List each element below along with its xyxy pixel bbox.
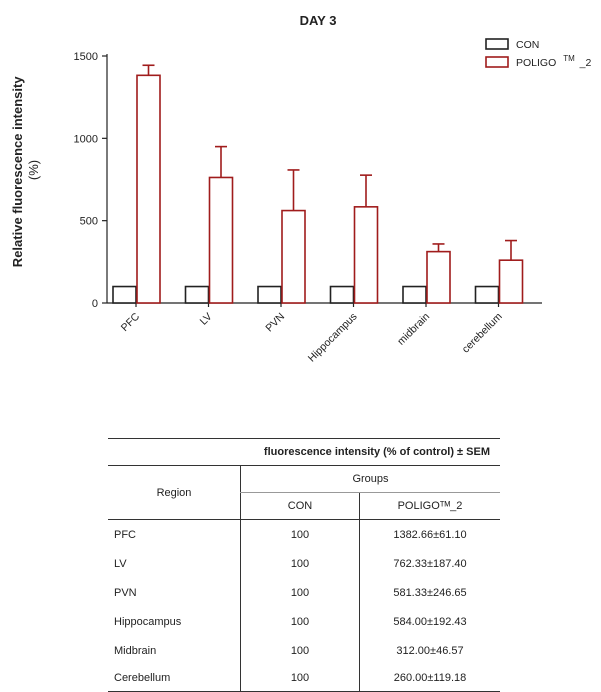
y-axis-label: Relative fluorescence intensity (%) [10,73,41,267]
bars [112,64,524,304]
bar-con [474,285,500,304]
bar-poligo [353,206,379,304]
chart-title: DAY 3 [300,13,337,28]
row-region: Hippocampus [114,615,182,628]
legend-swatch-con [485,38,509,50]
y-tick-label: 1500 [74,51,98,63]
row-region: Midbrain [114,644,157,657]
row-region: LV [114,557,127,570]
region-column-header: Region [108,465,241,520]
bar-con [184,285,210,304]
row-con-value: 100 [240,665,360,692]
row-region: Cerebellum [108,665,241,692]
bar-chart: DAY 3 Relative fluorescence intensity (%… [10,13,592,365]
poligo-column-header: POLIGOᵀᴹ_2 [359,492,500,520]
row-con-value: 100 [240,519,360,549]
bar-con [402,285,427,304]
x-tick-label: Hippocampus [306,311,360,365]
legend: CON POLIGO TM _2 [485,38,592,69]
row-con-value: 100 [240,636,360,665]
y-axis-label-line2: (%) [26,160,41,180]
legend-poligo-tail: _2 [579,57,592,69]
bar-poligo [208,176,234,304]
row-poligo-value: 762.33±187.40 [359,549,500,578]
con-column-header: CON [240,492,360,520]
row-poligo-value: 584.00±192.43 [359,607,500,636]
table-row: PFC 100 1382.66±61.10 [108,519,500,549]
y-tick-label: 1000 [74,133,98,145]
table-row: PVN 100 581.33±246.65 [108,578,500,607]
x-tick-label: PFC [119,310,143,334]
row-con-value: 100 [240,607,360,636]
groups-header: Groups [240,465,500,493]
legend-label-con: CON [516,39,539,51]
row-poligo-value: 260.00±119.18 [359,665,500,692]
row-poligo-value: 1382.66±61.10 [359,519,500,549]
table-row: Midbrain 100 312.00±46.57 [108,636,500,665]
bar-poligo [426,250,451,304]
table-body: PFC 100 1382.66±61.10 LV 100 762.33±187.40 PVN… [108,519,500,692]
row-poligo-value: 312.00±46.57 [359,636,500,665]
legend-poligo-sup: TM [563,54,575,63]
x-tick-label: LV [198,311,215,328]
results-table: fluorescence intensity (% of control) ± … [108,438,500,692]
y-tick-label: 0 [92,298,98,310]
row-poligo-value: 581.33±246.65 [359,578,500,607]
bar-poligo [136,74,161,304]
x-tick-label: midbrain [395,311,432,348]
bar-con [257,285,282,304]
x-tick-label: cerebellum [460,310,505,355]
bar-poligo [498,259,524,304]
x-tick-label: PVN [263,311,287,335]
row-con-value: 100 [240,549,360,578]
bar-con [329,285,355,304]
legend-swatch-poligo [485,56,509,68]
table-row: Cerebellum 100 260.00±119.18 [108,665,500,692]
row-region: PFC [114,528,136,541]
row-con-value: 100 [240,578,360,607]
legend-label-poligo: POLIGO TM _2 [516,52,592,69]
bar-con [112,285,137,304]
legend-poligo-base: POLIGO [516,57,556,69]
table-header: fluorescence intensity (% of control) ± … [108,438,500,466]
table-row: Hippocampus 100 584.00±192.43 [108,607,500,636]
bar-poligo [281,209,306,304]
category-labels: PFC LV PVN Hippocampus midbrain cerebellum [119,310,505,364]
row-region: PVN [114,586,137,599]
results-table-container: fluorescence intensity (% of control) ± … [108,438,500,692]
y-tick-label: 500 [80,216,98,228]
table-row: LV 100 762.33±187.40 [108,549,500,578]
y-axis-label-line1: Relative fluorescence intensity [10,76,25,268]
